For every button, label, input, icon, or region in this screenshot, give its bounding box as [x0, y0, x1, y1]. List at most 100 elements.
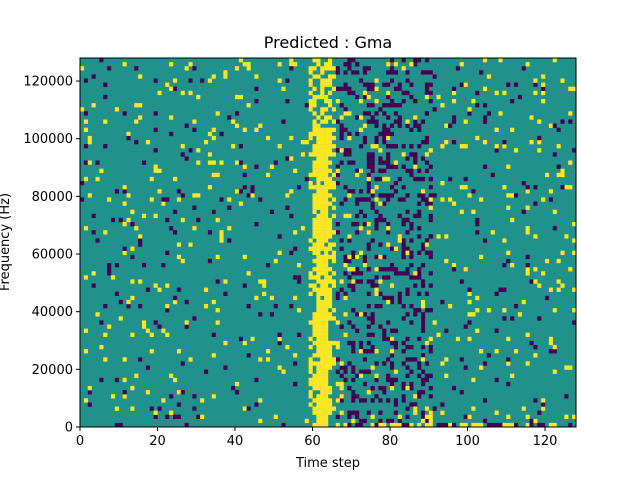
heatmap-cell-dark [533, 185, 538, 190]
heatmap-cell-dark [417, 226, 422, 231]
heatmap-cell-bright [312, 58, 317, 63]
heatmap-cell-bright [211, 135, 216, 141]
heatmap-cell-dark [397, 295, 402, 301]
heatmap-cell-bright [320, 332, 325, 337]
heatmap-cell-dark [366, 340, 371, 346]
heatmap-cell-bright [320, 160, 325, 165]
heatmap-cell-bright [347, 111, 352, 116]
heatmap-cell-dark [424, 140, 429, 145]
heatmap-cell-dark [207, 230, 212, 235]
heatmap-cell-bright [556, 287, 561, 292]
heatmap-cell-bright [533, 267, 538, 272]
heatmap-cell-dark [122, 246, 127, 251]
heatmap-cell-bright [529, 140, 534, 145]
heatmap-cell-dark [405, 373, 410, 378]
heatmap-cell-dark [463, 414, 468, 419]
heatmap-cell-dark [413, 308, 418, 313]
heatmap-cell-dark [374, 217, 379, 223]
heatmap-cell-bright [479, 254, 484, 260]
heatmap-cell-dark [382, 386, 387, 391]
heatmap-cell-bright [316, 115, 321, 120]
heatmap-cell-dark [483, 119, 488, 124]
heatmap-cell-bright [122, 201, 127, 206]
heatmap-cell-bright [359, 373, 364, 378]
heatmap-cell-bright [320, 258, 325, 264]
heatmap-cell-dark [176, 189, 181, 194]
heatmap-cell-bright [525, 414, 530, 419]
heatmap-cell-bright [316, 365, 321, 370]
heatmap-cell-dark [409, 263, 414, 268]
heatmap-cell-dark [475, 230, 480, 235]
heatmap-cell-bright [483, 140, 488, 145]
heatmap-cell-bright [316, 135, 321, 141]
heatmap-cell-dark [405, 123, 410, 128]
heatmap-cell-dark [428, 234, 433, 239]
heatmap-cell-bright [541, 406, 546, 411]
heatmap-cell-bright [463, 82, 468, 87]
heatmap-cell-dark [401, 304, 406, 309]
heatmap-cell-bright [312, 222, 317, 227]
heatmap-cell-bright [324, 361, 329, 366]
heatmap-cell-bright [328, 246, 333, 251]
heatmap-cell-dark [386, 373, 391, 378]
heatmap-cell-bright [556, 258, 561, 264]
heatmap-cell-dark [107, 267, 112, 272]
heatmap-cell-bright [277, 144, 282, 149]
heatmap-cell-dark [386, 357, 391, 362]
heatmap-cell-bright [463, 185, 468, 190]
heatmap-cell-bright [83, 119, 88, 124]
heatmap-cell-dark [297, 332, 302, 337]
heatmap-cell-bright [548, 422, 553, 428]
heatmap-cell-dark [498, 422, 503, 428]
heatmap-cell-dark [521, 66, 526, 71]
heatmap-cell-bright [316, 328, 321, 333]
heatmap-cell-dark [118, 217, 123, 223]
heatmap-cell-bright [242, 164, 247, 169]
heatmap-cell-bright [196, 148, 201, 153]
heatmap-cell-dark [510, 316, 515, 321]
heatmap-cell-dark [378, 168, 383, 173]
heatmap-cell-bright [188, 90, 193, 96]
heatmap-cell-bright [142, 213, 147, 219]
heatmap-cell-dark [397, 197, 402, 202]
heatmap-cell-dark [390, 103, 395, 108]
heatmap-cell-bright [173, 377, 178, 383]
heatmap-cell-dark [463, 324, 468, 329]
heatmap-cell-dark [374, 304, 379, 309]
heatmap-cell-dark [382, 390, 387, 395]
heatmap-cell-dark [339, 287, 344, 292]
heatmap-cell-dark [103, 94, 108, 100]
heatmap-cell-dark [382, 193, 387, 198]
heatmap-cell-bright [328, 353, 333, 358]
heatmap-cell-bright [316, 131, 321, 137]
heatmap-cell-dark [483, 418, 488, 424]
heatmap-cell-dark [525, 254, 530, 260]
heatmap-cell-bright [397, 238, 402, 243]
heatmap-cell-dark [169, 131, 174, 137]
heatmap-cell-bright [572, 86, 577, 91]
heatmap-cell-dark [397, 123, 402, 128]
heatmap-cell-dark [343, 377, 348, 383]
heatmap-cell-dark [390, 267, 395, 272]
heatmap-cell-bright [568, 365, 573, 370]
heatmap-cell-bright [196, 160, 201, 165]
heatmap-cell-bright [390, 386, 395, 391]
heatmap-cell-bright [421, 304, 426, 309]
heatmap-cell-dark [405, 357, 410, 362]
x-axis: 0 20 40 60 80 100 120 [76, 427, 557, 449]
heatmap-cell-bright [552, 345, 557, 350]
heatmap-cell-dark [258, 197, 263, 202]
heatmap-cell-dark [351, 70, 356, 75]
heatmap-cell-bright [320, 131, 325, 137]
heatmap-cell-dark [339, 123, 344, 128]
heatmap-cell-dark [343, 271, 348, 276]
heatmap-cell-bright [320, 111, 325, 116]
heatmap-cell-dark [180, 193, 185, 198]
heatmap-cell-dark [390, 418, 395, 424]
heatmap-cell-dark [378, 304, 383, 309]
heatmap-cell-bright [320, 189, 325, 194]
heatmap-cell-dark [409, 402, 414, 407]
heatmap-cell-dark [390, 295, 395, 301]
heatmap-cell-dark [351, 250, 356, 255]
heatmap-cell-dark [386, 398, 391, 403]
